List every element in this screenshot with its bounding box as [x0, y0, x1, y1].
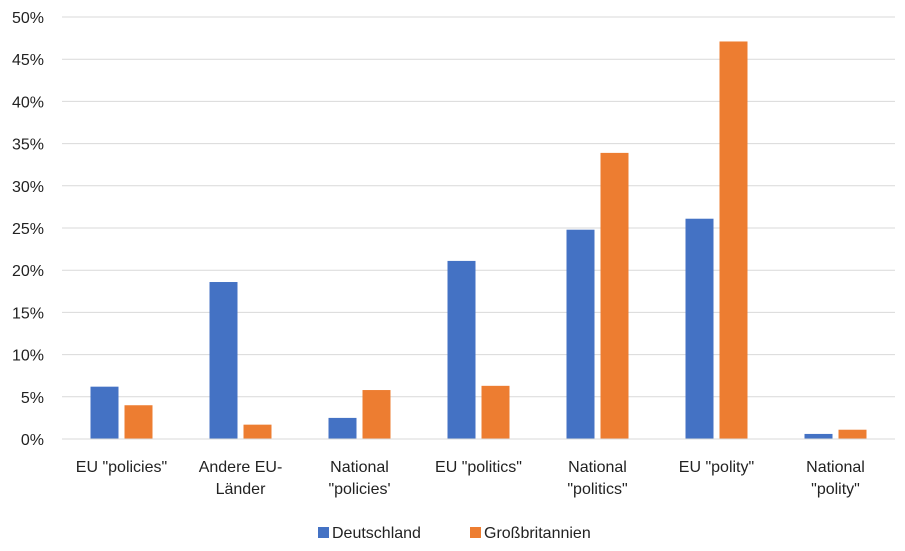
- bar-gro-britannien-3: [481, 385, 510, 439]
- x-category-label: Andere EU- Länder: [199, 459, 283, 498]
- x-category-label-line: EU "policies": [76, 459, 167, 476]
- bar-gro-britannien-4: [600, 152, 629, 439]
- x-category-label: National "politics": [567, 459, 627, 498]
- y-tick-label: 5%: [21, 390, 44, 407]
- bar-deutschland-5: [685, 218, 714, 439]
- bar-deutschland-1: [209, 282, 238, 439]
- x-category-label-line: "politics": [567, 481, 627, 498]
- y-tick-label: 45%: [12, 52, 44, 69]
- x-axis-category-labels: EU "policies" Andere EU- Länder National "po…: [76, 459, 865, 498]
- x-category-label-line: EU "polity": [679, 459, 754, 476]
- y-tick-label: 0%: [21, 432, 44, 449]
- bar-gro-britannien-6: [838, 429, 867, 439]
- y-tick-label: 25%: [12, 221, 44, 238]
- y-tick-label: 35%: [12, 137, 44, 154]
- x-category-label-line: National: [330, 459, 389, 476]
- x-category-label: National "polity": [806, 459, 865, 498]
- bar-deutschland-0: [90, 386, 119, 439]
- x-category-label-line: Länder: [216, 481, 266, 498]
- x-category-label: EU "polity": [679, 459, 754, 476]
- x-category-label-line: "polity": [811, 481, 860, 498]
- bar-gro-britannien-2: [362, 390, 391, 439]
- x-category-label: National "policies': [328, 459, 390, 498]
- bar-deutschland-6: [804, 433, 833, 439]
- y-tick-label: 30%: [12, 179, 44, 196]
- x-category-label-line: National: [568, 459, 627, 476]
- x-category-label: EU "policies": [76, 459, 167, 476]
- bar-deutschland-4: [566, 229, 595, 439]
- x-category-label-line: National: [806, 459, 865, 476]
- y-tick-label: 10%: [12, 348, 44, 365]
- legend: Deutschland Großbritannien: [318, 525, 591, 542]
- gridlines: [62, 16, 895, 398]
- legend-swatch: [470, 527, 481, 538]
- bar-deutschland-3: [447, 260, 476, 439]
- bar-gro-britannien-0: [124, 405, 153, 439]
- legend-label: Großbritannien: [484, 525, 591, 542]
- bar-deutschland-2: [328, 417, 357, 439]
- legend-swatch: [318, 527, 329, 538]
- bar-gro-britannien-1: [243, 424, 272, 439]
- x-category-label: EU "politics": [435, 459, 522, 476]
- y-tick-label: 20%: [12, 263, 44, 280]
- bars: [90, 41, 867, 439]
- y-tick-label: 40%: [12, 94, 44, 111]
- y-tick-label: 15%: [12, 305, 44, 322]
- y-tick-label: 50%: [12, 10, 44, 27]
- x-category-label-line: EU "politics": [435, 459, 522, 476]
- legend-label: Deutschland: [332, 525, 421, 542]
- x-category-label-line: Andere EU-: [199, 459, 283, 476]
- y-axis-tick-labels: 0% 5% 10% 15% 20% 25% 30% 35% 40% 45% 50%: [12, 10, 44, 449]
- bar-gro-britannien-5: [719, 41, 748, 439]
- x-category-label-line: "policies': [328, 481, 390, 498]
